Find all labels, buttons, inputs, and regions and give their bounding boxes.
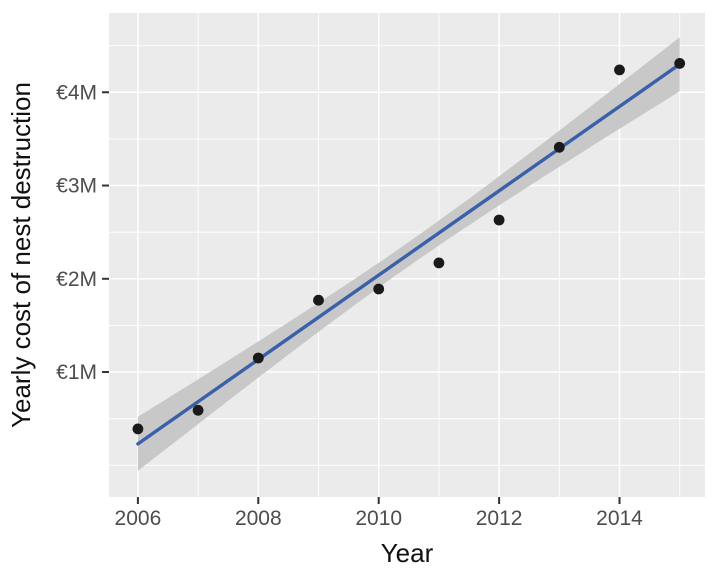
- y-tick-label: €1M: [56, 361, 97, 384]
- minor-gridlines: [109, 13, 705, 497]
- y-axis-title: Yearly cost of nest destruction: [6, 82, 36, 428]
- data-point: [132, 423, 144, 435]
- data-point: [192, 404, 204, 416]
- y-tick-label: €4M: [56, 81, 97, 104]
- data-point: [373, 283, 385, 295]
- data-point: [252, 352, 264, 364]
- data-point: [553, 141, 565, 153]
- y-tick-label: €3M: [56, 175, 97, 198]
- x-tick-label: 2012: [476, 507, 523, 530]
- x-tick-label: 2014: [596, 507, 643, 530]
- y-axis-ticks: €1M €2M €3M €4M: [56, 81, 109, 384]
- data-point: [433, 257, 445, 269]
- data-point: [674, 58, 686, 69]
- x-tick-label: 2010: [355, 507, 402, 530]
- y-tick-label: €2M: [56, 268, 97, 291]
- x-axis-title: Year: [381, 538, 434, 568]
- data-points: [132, 58, 686, 435]
- regression-line: [136, 62, 682, 446]
- data-point: [313, 294, 324, 306]
- data-point: [493, 214, 505, 226]
- data-point: [614, 64, 625, 76]
- x-tick-label: 2008: [235, 507, 282, 530]
- x-tick-label: 2006: [115, 507, 162, 530]
- x-axis-ticks: 2006 2008 2010 2012 2014: [115, 497, 643, 530]
